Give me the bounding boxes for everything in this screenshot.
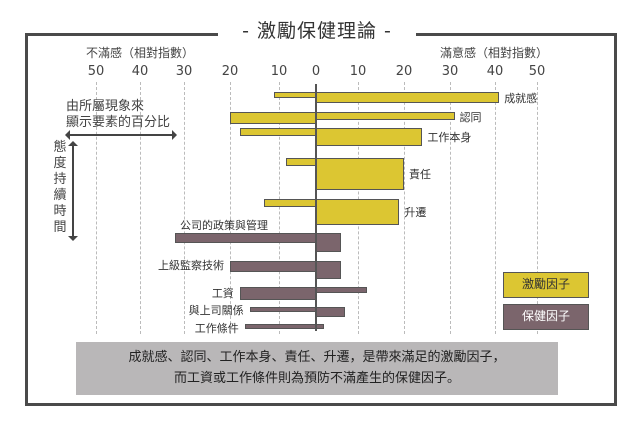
bar-dissatisfaction: [239, 287, 316, 300]
bar-dissatisfaction: [244, 324, 316, 329]
category-label: 工作本身: [427, 131, 472, 144]
category-label: 認同: [459, 111, 482, 124]
caption-box: 成就感、認同、工作本身、責任、升遷，是帶來滿足的激勵因子， 而工資或工作條件則為…: [76, 342, 558, 395]
gridline: [450, 82, 451, 334]
bar-satisfaction: [316, 324, 325, 329]
category-label: 公司的政策與管理: [180, 219, 268, 232]
bar-satisfaction: [316, 128, 423, 146]
gridline: [495, 82, 496, 334]
category-label: 上級監察技術: [158, 259, 224, 272]
bar-satisfaction: [316, 112, 455, 120]
category-label: 成就感: [504, 92, 538, 105]
double-arrow-horizontal-icon: [65, 130, 177, 140]
title-background: [218, 20, 416, 42]
tick-label-right: 10: [349, 64, 367, 79]
bar-satisfaction: [316, 158, 404, 190]
gridline: [96, 82, 97, 334]
tick-label-right: 30: [441, 64, 459, 79]
gridline: [537, 82, 538, 334]
tick-label-right: 40: [486, 64, 504, 79]
gridline: [404, 82, 405, 334]
category-label: 與上司關係: [188, 304, 244, 317]
bar-satisfaction: [316, 92, 500, 103]
tick-label-left: 30: [175, 64, 193, 79]
tick-label-left: 50: [87, 64, 105, 79]
zero-axis: [315, 84, 317, 331]
gridline: [140, 82, 141, 334]
gridline: [230, 82, 231, 334]
category-label: 工作條件: [194, 322, 239, 335]
legend-hygiene: 保健因子: [503, 304, 589, 330]
bar-satisfaction: [316, 307, 346, 317]
category-label: 升遷: [404, 206, 427, 219]
gridline: [279, 82, 280, 334]
bar-satisfaction: [316, 233, 342, 252]
bar-satisfaction: [316, 261, 342, 279]
tick-label-left: 40: [131, 64, 149, 79]
category-label: 工資: [211, 287, 234, 300]
diagram-title: - 激勵保健理論 -: [242, 20, 392, 42]
side-note-line2: 顯示要素的百分比: [66, 115, 171, 130]
bar-dissatisfaction: [230, 261, 316, 272]
bar-dissatisfaction: [274, 92, 316, 98]
bar-satisfaction: [316, 199, 400, 225]
tick-label-left: 0: [311, 64, 321, 79]
bar-dissatisfaction: [239, 128, 316, 136]
bar-satisfaction: [316, 287, 368, 293]
tick-label-right: 20: [395, 64, 413, 79]
bar-dissatisfaction: [230, 112, 316, 124]
side-note-line1: 由所屬現象來: [66, 99, 145, 114]
bar-dissatisfaction: [264, 199, 316, 207]
duration-label: 態度持續時間: [53, 140, 67, 235]
bar-dissatisfaction: [175, 233, 316, 243]
gridline: [184, 82, 185, 334]
satisfaction-axis-label: 滿意感（相對指數）: [440, 46, 549, 60]
tick-label-left: 20: [221, 64, 239, 79]
caption-line1: 成就感、認同、工作本身、責任、升遷，是帶來滿足的激勵因子，: [128, 350, 506, 365]
caption-line2: 而工資或工作條件則為預防不滿產生的保健因子。: [173, 371, 460, 386]
dissatisfaction-axis-label: 不滿感（相對指數）: [86, 46, 195, 60]
tick-label-right: 50: [528, 64, 546, 79]
category-label: 責任: [409, 168, 431, 181]
bar-dissatisfaction: [286, 158, 316, 166]
tick-label-left: 10: [270, 64, 288, 79]
legend-motivator: 激勵因子: [503, 272, 589, 298]
double-arrow-vertical-icon: [68, 141, 78, 241]
bar-dissatisfaction: [249, 307, 316, 312]
